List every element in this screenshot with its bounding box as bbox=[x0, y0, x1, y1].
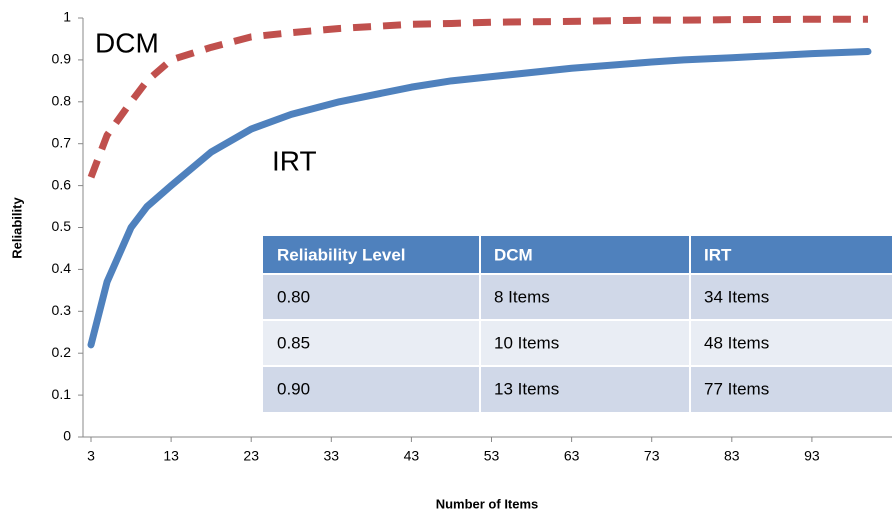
table-cell: 0.90 bbox=[277, 379, 310, 398]
table-cell: 8 Items bbox=[494, 287, 550, 306]
table-header-bg bbox=[263, 236, 892, 274]
y-tick-label: 0.2 bbox=[52, 344, 72, 360]
table-cell: 0.80 bbox=[277, 287, 310, 306]
x-tick-label: 83 bbox=[724, 448, 740, 464]
y-tick-label: 0.5 bbox=[52, 218, 72, 234]
series-annotation: DCM bbox=[95, 27, 159, 58]
table-row-bg bbox=[263, 320, 892, 366]
x-tick-label: 93 bbox=[804, 448, 820, 464]
table-header: DCM bbox=[494, 245, 533, 264]
series-annotation: IRT bbox=[272, 145, 317, 176]
table-cell: 77 Items bbox=[704, 379, 769, 398]
y-tick-label: 0.8 bbox=[52, 93, 72, 109]
y-tick-label: 1 bbox=[63, 9, 71, 25]
x-tick-label: 13 bbox=[163, 448, 179, 464]
x-tick-label: 73 bbox=[644, 448, 660, 464]
y-tick-label: 0 bbox=[63, 428, 71, 444]
x-tick-label: 23 bbox=[243, 448, 259, 464]
x-tick-label: 63 bbox=[564, 448, 580, 464]
table-row-bg bbox=[263, 366, 892, 412]
y-tick-label: 0.1 bbox=[52, 386, 72, 402]
x-tick-label: 3 bbox=[87, 448, 95, 464]
y-tick-label: 0.6 bbox=[52, 176, 72, 192]
series-line bbox=[87, 48, 872, 349]
x-tick-label: 53 bbox=[484, 448, 500, 464]
table-cell: 34 Items bbox=[704, 287, 769, 306]
table-row-bg bbox=[263, 274, 892, 320]
table-cell: 0.85 bbox=[277, 333, 310, 352]
table-header: Reliability Level bbox=[277, 245, 406, 264]
x-axis-label: Number of Items bbox=[436, 496, 539, 511]
table-cell: 13 Items bbox=[494, 379, 559, 398]
table-cell: 10 Items bbox=[494, 333, 559, 352]
x-tick-label: 33 bbox=[324, 448, 340, 464]
y-tick-label: 0.9 bbox=[52, 51, 72, 67]
y-tick-label: 0.7 bbox=[52, 134, 72, 150]
y-axis-label: Reliability bbox=[9, 197, 24, 259]
y-tick-label: 0.4 bbox=[52, 260, 72, 276]
series-line bbox=[87, 15, 868, 179]
table-cell: 48 Items bbox=[704, 333, 769, 352]
table-header: IRT bbox=[704, 245, 732, 264]
y-tick-label: 0.3 bbox=[52, 302, 72, 318]
x-tick-label: 43 bbox=[404, 448, 420, 464]
